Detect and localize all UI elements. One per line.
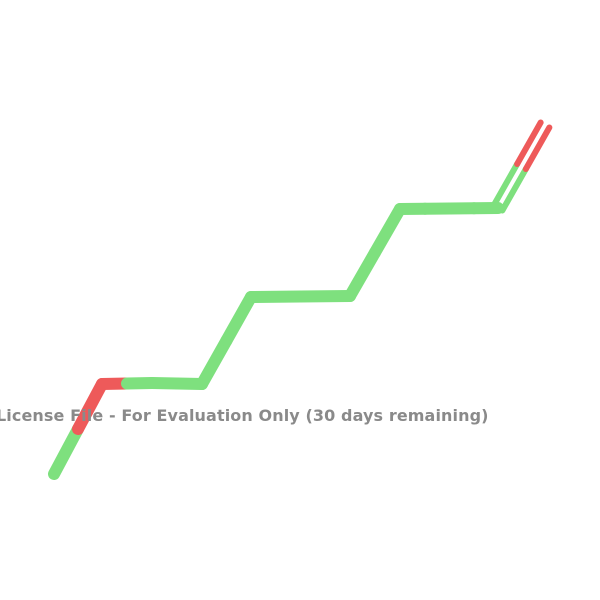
bond-8-0-half-a [490, 161, 521, 209]
bond-5-half-a [344, 246, 381, 302]
bond-4-half-a [245, 290, 307, 303]
bond-0-half-b [72, 378, 108, 435]
bond-3-half-a [196, 334, 233, 390]
bond-8-1-half-b [522, 124, 553, 172]
bond-5-half-b [369, 203, 406, 259]
bond-8-0-half-b [514, 119, 544, 168]
bond-8-1-half-a [499, 165, 529, 214]
bond-3-half-b [220, 291, 257, 347]
license-watermark: License File - For Evaluation Only (30 d… [0, 406, 489, 425]
bond-0-half-a [48, 423, 84, 480]
bond-4-half-b [294, 290, 356, 303]
bond-layer [48, 119, 553, 480]
